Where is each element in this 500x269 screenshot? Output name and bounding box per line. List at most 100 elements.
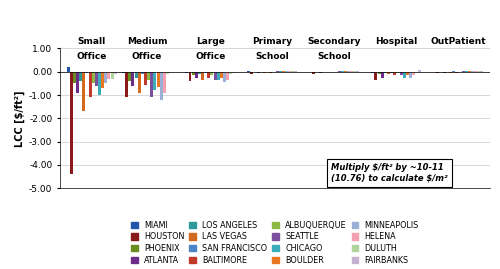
Text: School: School bbox=[318, 52, 351, 61]
Bar bbox=[138, 72, 140, 93]
Bar bbox=[418, 70, 422, 72]
Bar bbox=[396, 72, 400, 73]
Bar bbox=[356, 71, 360, 72]
Bar bbox=[122, 72, 125, 73]
Text: Multiply $/ft² by ~10-11
(10.76) to calculate $/m²: Multiply $/ft² by ~10-11 (10.76) to calc… bbox=[331, 163, 448, 183]
Bar bbox=[319, 72, 322, 73]
Bar bbox=[86, 72, 88, 73]
Bar bbox=[166, 72, 169, 74]
Bar bbox=[449, 72, 452, 73]
Bar bbox=[468, 70, 471, 72]
Bar bbox=[452, 70, 455, 72]
Y-axis label: LCC [$/ft²]: LCC [$/ft²] bbox=[14, 90, 25, 147]
Bar bbox=[169, 72, 172, 73]
Legend: MIAMI, HOUSTON, PHOENIX, ATLANTA, LOS ANGELES, LAS VEGAS, SAN FRANCISCO, BALTIMO: MIAMI, HOUSTON, PHOENIX, ATLANTA, LOS AN… bbox=[132, 221, 418, 265]
Bar bbox=[141, 72, 144, 74]
Text: Office: Office bbox=[76, 52, 107, 61]
Bar bbox=[132, 72, 134, 86]
Text: Office: Office bbox=[195, 52, 226, 61]
Bar bbox=[232, 72, 235, 73]
Bar bbox=[92, 72, 94, 83]
Bar bbox=[416, 72, 418, 73]
Bar bbox=[114, 72, 116, 74]
Bar bbox=[198, 72, 201, 74]
Bar bbox=[338, 71, 340, 72]
Bar bbox=[378, 72, 380, 74]
Bar bbox=[220, 72, 223, 77]
Bar bbox=[98, 72, 101, 95]
Bar bbox=[384, 72, 387, 73]
Bar bbox=[344, 71, 347, 72]
Bar bbox=[436, 72, 440, 73]
Bar bbox=[163, 72, 166, 93]
Bar bbox=[288, 71, 291, 72]
Bar bbox=[263, 72, 266, 73]
Bar bbox=[292, 71, 294, 72]
Text: Secondary: Secondary bbox=[308, 37, 361, 46]
Bar bbox=[462, 70, 464, 72]
Bar bbox=[226, 72, 229, 80]
Bar bbox=[442, 72, 446, 73]
Bar bbox=[380, 72, 384, 77]
Text: Medium: Medium bbox=[127, 37, 168, 46]
Bar bbox=[186, 72, 188, 73]
Bar bbox=[248, 71, 250, 72]
Bar bbox=[276, 71, 278, 72]
Bar bbox=[394, 72, 396, 75]
Bar bbox=[372, 72, 374, 73]
Bar bbox=[160, 72, 162, 100]
Bar bbox=[374, 72, 378, 80]
Text: School: School bbox=[256, 52, 290, 61]
Bar bbox=[250, 72, 254, 74]
Bar bbox=[406, 72, 409, 75]
Bar bbox=[88, 72, 92, 97]
Bar bbox=[347, 71, 350, 72]
Bar bbox=[76, 72, 79, 93]
Bar bbox=[270, 72, 272, 73]
Bar bbox=[340, 71, 344, 72]
Bar bbox=[192, 72, 194, 75]
Bar bbox=[204, 72, 207, 73]
Bar bbox=[350, 71, 353, 72]
Bar bbox=[128, 72, 132, 81]
Bar bbox=[66, 67, 70, 72]
Bar bbox=[195, 72, 198, 77]
Bar bbox=[217, 72, 220, 80]
Bar bbox=[480, 70, 484, 72]
Bar bbox=[70, 72, 72, 174]
Bar bbox=[125, 72, 128, 97]
Bar bbox=[214, 72, 216, 80]
Bar bbox=[95, 72, 98, 86]
Bar bbox=[390, 72, 393, 73]
Text: Small: Small bbox=[78, 37, 106, 46]
Bar bbox=[464, 70, 468, 72]
Bar bbox=[79, 72, 82, 81]
Bar bbox=[134, 72, 138, 77]
Bar bbox=[150, 72, 154, 97]
Bar bbox=[110, 72, 114, 79]
Bar bbox=[201, 72, 204, 80]
Bar bbox=[412, 72, 415, 75]
Bar bbox=[156, 72, 160, 87]
Bar bbox=[282, 71, 285, 72]
Bar bbox=[312, 72, 316, 74]
Text: Office: Office bbox=[132, 52, 162, 61]
Bar bbox=[188, 72, 192, 81]
Text: OutPatient: OutPatient bbox=[430, 37, 486, 46]
Bar bbox=[144, 72, 147, 84]
Bar bbox=[210, 72, 214, 75]
Bar bbox=[101, 72, 104, 88]
Bar bbox=[154, 72, 156, 90]
Text: Hospital: Hospital bbox=[375, 37, 418, 46]
Bar bbox=[402, 72, 406, 77]
Bar bbox=[456, 72, 458, 73]
Bar bbox=[73, 72, 76, 83]
Bar bbox=[104, 72, 108, 83]
Bar bbox=[471, 70, 474, 72]
Bar bbox=[285, 71, 288, 72]
Bar bbox=[278, 71, 281, 72]
Bar bbox=[82, 72, 86, 111]
Bar bbox=[230, 72, 232, 74]
Bar bbox=[223, 72, 226, 82]
Bar bbox=[400, 72, 402, 75]
